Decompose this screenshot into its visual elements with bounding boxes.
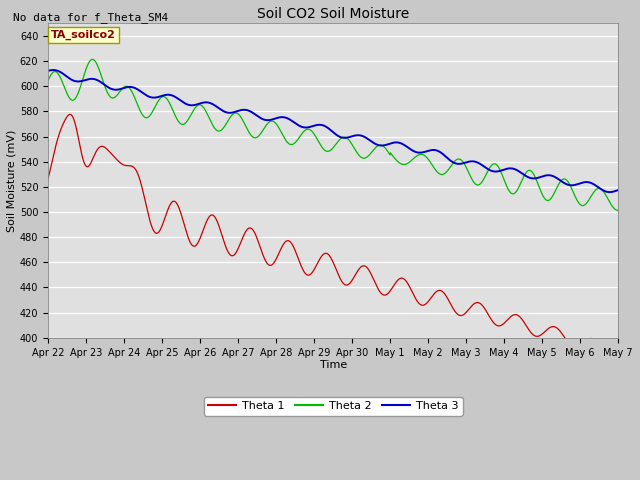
- Theta 2: [89, 57, 97, 62]
- Theta 1: [598, 345, 606, 351]
- Theta 2: [598, 187, 606, 193]
- Theta 1: [493, 323, 501, 328]
- X-axis label: Time: Time: [319, 360, 347, 370]
- Theta 3: [49, 67, 57, 73]
- Theta 2: [307, 127, 314, 133]
- Theta 3: [44, 68, 52, 73]
- Title: Soil CO2 Soil Moisture: Soil CO2 Soil Moisture: [257, 7, 410, 21]
- Theta 3: [493, 168, 501, 174]
- Theta 3: [598, 187, 606, 192]
- Line: Theta 1: Theta 1: [48, 114, 618, 358]
- Y-axis label: Soil Moisture (mV): Soil Moisture (mV): [7, 130, 17, 232]
- Theta 1: [609, 355, 617, 360]
- Theta 1: [598, 345, 605, 350]
- Theta 1: [614, 353, 622, 359]
- Theta 3: [74, 79, 81, 84]
- Line: Theta 3: Theta 3: [48, 70, 618, 192]
- Theta 2: [614, 207, 622, 213]
- Theta 1: [66, 111, 74, 117]
- Theta 1: [74, 131, 81, 136]
- Theta 2: [598, 187, 605, 192]
- Theta 2: [44, 78, 52, 84]
- Theta 2: [614, 207, 622, 213]
- Text: TA_soilco2: TA_soilco2: [51, 30, 116, 40]
- Theta 1: [322, 251, 330, 256]
- Theta 2: [322, 148, 330, 154]
- Theta 3: [614, 187, 622, 193]
- Theta 2: [493, 163, 501, 168]
- Theta 3: [606, 189, 614, 195]
- Line: Theta 2: Theta 2: [48, 60, 618, 210]
- Theta 3: [598, 187, 605, 192]
- Theta 1: [307, 272, 314, 277]
- Theta 3: [322, 123, 330, 129]
- Theta 1: [44, 176, 52, 181]
- Theta 3: [307, 124, 314, 130]
- Legend: Theta 1, Theta 2, Theta 3: Theta 1, Theta 2, Theta 3: [204, 397, 463, 416]
- Theta 2: [74, 93, 81, 98]
- Text: No data for f_Theta_SM4: No data for f_Theta_SM4: [13, 12, 168, 23]
